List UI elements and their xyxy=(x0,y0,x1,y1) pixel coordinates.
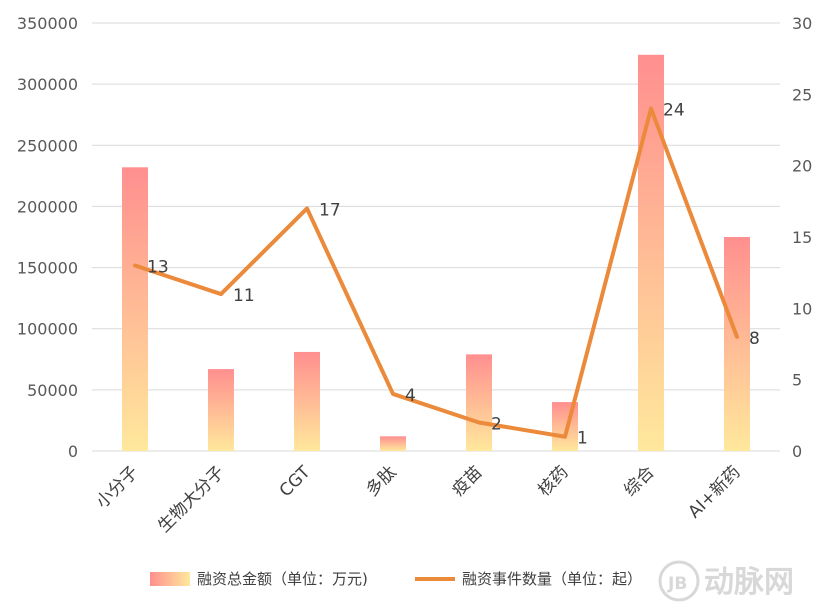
right-axis-tick-label: 15 xyxy=(792,228,812,247)
data-label: 2 xyxy=(491,414,502,434)
right-axis: 0 5 10 15 20 25 30 xyxy=(792,14,812,461)
data-label: 17 xyxy=(319,200,341,220)
legend-bar-label: 融资总金额（单位：万元) xyxy=(197,570,368,588)
watermark-logo-icon xyxy=(658,560,700,602)
left-axis-tick-label: 150000 xyxy=(17,259,78,278)
left-axis-tick-label: 200000 xyxy=(17,197,78,216)
data-label: 13 xyxy=(147,258,169,278)
data-label: 4 xyxy=(405,386,416,406)
category-label: 疫苗 xyxy=(448,462,486,500)
bar xyxy=(724,237,750,451)
category-label: 多肽 xyxy=(362,462,400,500)
data-label: 8 xyxy=(749,329,760,349)
category-label: 小分子 xyxy=(92,462,142,512)
right-axis-tick-label: 20 xyxy=(792,157,812,176)
watermark-logo-glyph: JB xyxy=(667,574,687,594)
data-label: 1 xyxy=(577,429,588,449)
data-label: 24 xyxy=(663,101,685,121)
series-line xyxy=(133,106,739,439)
bar xyxy=(380,436,406,451)
data-label: 11 xyxy=(233,286,255,306)
left-axis: 0 50000 100000 150000 200000 250000 300000 3500… xyxy=(17,14,78,461)
bar xyxy=(638,54,664,452)
left-axis-tick-label: 250000 xyxy=(17,136,78,155)
line-series: 13 11 17 4 2 1 24 8 xyxy=(133,101,760,449)
right-axis-tick-label: 30 xyxy=(792,14,812,33)
right-axis-tick-label: 0 xyxy=(792,442,802,461)
bar xyxy=(294,351,320,451)
right-axis-tick-label: 5 xyxy=(792,371,802,390)
watermark-text: 动脉网 xyxy=(704,565,794,600)
category-label: 核药 xyxy=(534,462,572,500)
legend-line-label: 融资事件数量（单位：起） xyxy=(462,570,642,588)
category-label: 综合 xyxy=(620,462,658,500)
legend-bar-swatch xyxy=(150,572,190,586)
category-label: AI+新药 xyxy=(685,462,745,522)
bar xyxy=(208,369,234,451)
category-axis: 小分子 生物大分子 CGT 多肽 疫苗 核药 综合 AI+新药 xyxy=(92,462,744,537)
watermark: JB 动脉网 xyxy=(658,560,794,602)
left-axis-tick-label: 300000 xyxy=(17,75,78,94)
left-axis-tick-label: 350000 xyxy=(17,14,78,33)
left-axis-tick-label: 0 xyxy=(68,442,78,461)
right-axis-tick-label: 25 xyxy=(792,85,812,104)
gridlines xyxy=(92,22,780,452)
category-label: 生物大分子 xyxy=(154,462,228,536)
bar-series xyxy=(122,54,750,452)
legend: 融资总金额（单位：万元) 融资事件数量（单位：起） xyxy=(150,570,642,588)
category-label: CGT xyxy=(276,462,315,501)
bar xyxy=(122,167,148,451)
left-axis-tick-label: 100000 xyxy=(17,320,78,339)
right-axis-tick-label: 10 xyxy=(792,299,812,318)
bar xyxy=(466,354,492,451)
left-axis-tick-label: 50000 xyxy=(27,381,78,400)
